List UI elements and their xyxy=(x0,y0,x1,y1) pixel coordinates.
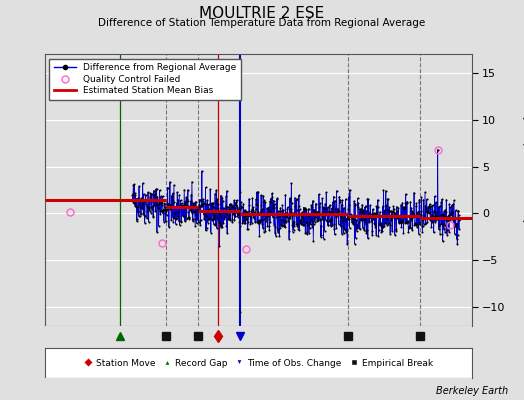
Legend: Difference from Regional Average, Quality Control Failed, Estimated Station Mean: Difference from Regional Average, Qualit… xyxy=(49,58,241,100)
Legend: Station Move, Record Gap, Time of Obs. Change, Empirical Break: Station Move, Record Gap, Time of Obs. C… xyxy=(81,356,435,370)
Text: MOULTRIE 2 ESE: MOULTRIE 2 ESE xyxy=(199,6,325,21)
Text: Difference of Station Temperature Data from Regional Average: Difference of Station Temperature Data f… xyxy=(99,18,425,28)
Text: Berkeley Earth: Berkeley Earth xyxy=(436,386,508,396)
Y-axis label: Monthly Temperature Anomaly Difference (°C): Monthly Temperature Anomaly Difference (… xyxy=(522,85,524,295)
